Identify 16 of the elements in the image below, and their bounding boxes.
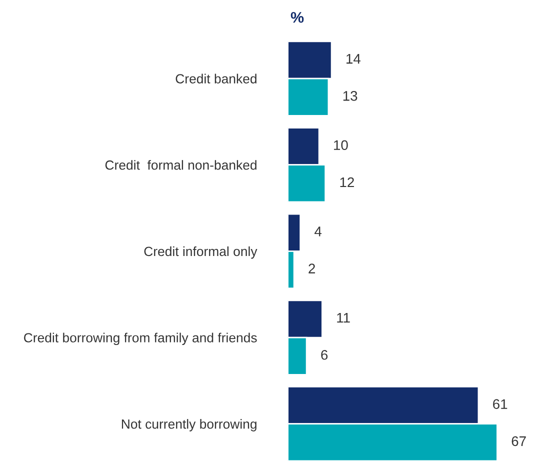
data-label: 67 bbox=[512, 436, 526, 446]
data-label: 13 bbox=[343, 90, 358, 101]
y-tick-label: Credit formal non-banked bbox=[105, 160, 256, 170]
data-label: 61 bbox=[493, 399, 508, 410]
y-tick-label: Not currently borrowing bbox=[122, 419, 256, 432]
chart-title: % bbox=[290, 12, 304, 23]
data-label: 6 bbox=[321, 350, 328, 360]
data-label: 12 bbox=[340, 177, 354, 188]
y-tick-label: Credit borrowing from family and friends bbox=[24, 332, 257, 346]
data-label: 14 bbox=[346, 54, 361, 64]
y-tick-label: Credit banked bbox=[176, 74, 256, 84]
data-label: 2 bbox=[308, 264, 315, 274]
y-tick-label: Credit informal only bbox=[144, 246, 258, 259]
data-label: 11 bbox=[337, 312, 350, 323]
data-label: 10 bbox=[334, 140, 348, 150]
data-label: 4 bbox=[314, 226, 322, 236]
